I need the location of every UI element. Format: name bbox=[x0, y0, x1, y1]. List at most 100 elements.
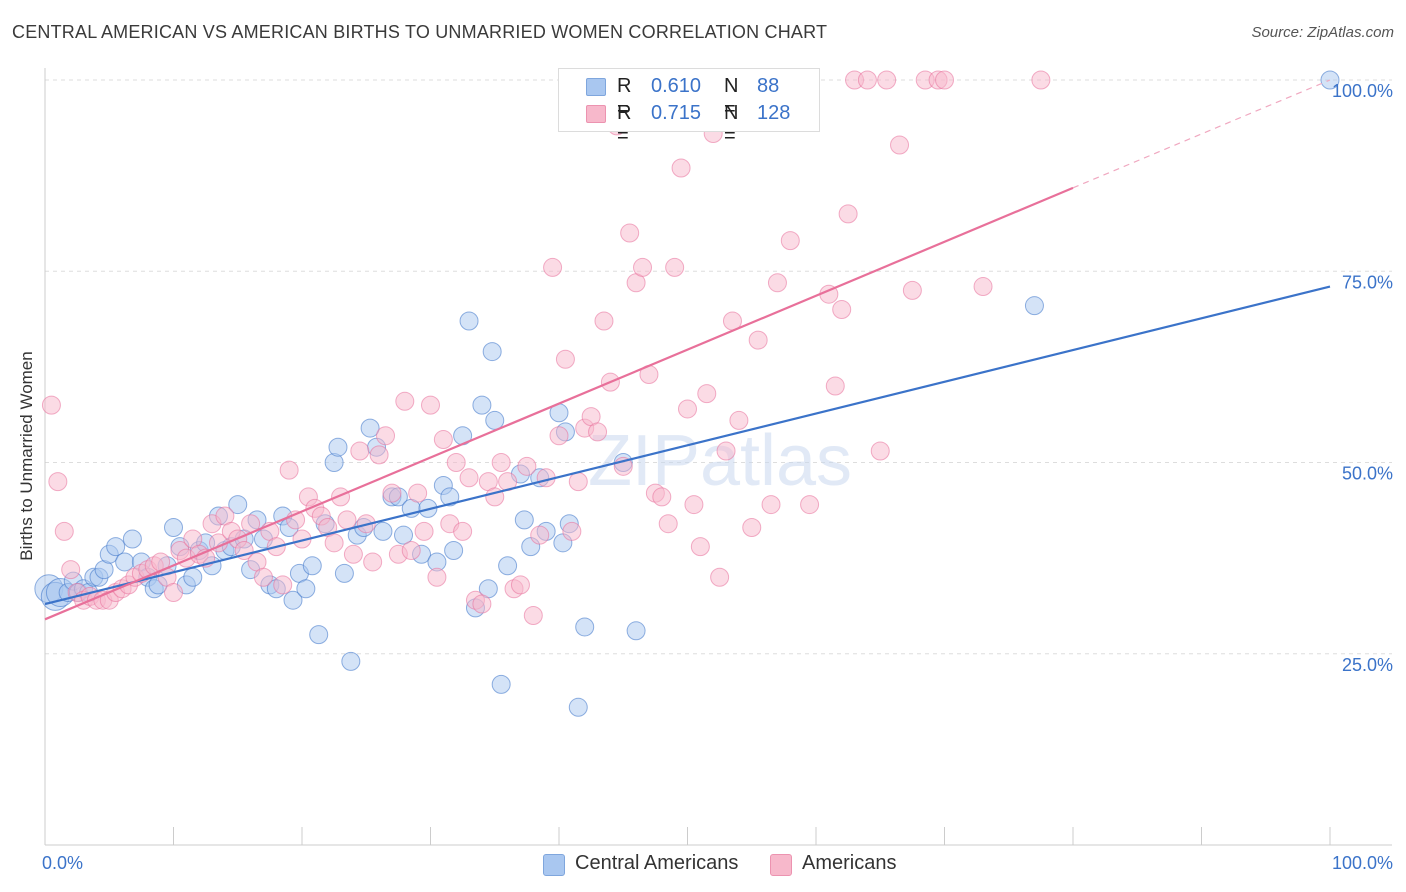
central-american-point bbox=[334, 563, 354, 583]
legend-swatch bbox=[770, 854, 792, 876]
american-point bbox=[690, 537, 710, 557]
central-american-point bbox=[296, 579, 316, 599]
r-value: 0.610 bbox=[651, 75, 702, 97]
american-point bbox=[523, 606, 543, 625]
american-point bbox=[427, 567, 447, 587]
central-american-point bbox=[444, 540, 464, 560]
n-value: 128 bbox=[757, 102, 791, 124]
american-point bbox=[164, 583, 183, 603]
american-point bbox=[343, 544, 363, 564]
r-value: 0.715 bbox=[651, 102, 702, 124]
legend-swatch bbox=[586, 105, 606, 123]
american-point bbox=[890, 135, 910, 155]
american-point bbox=[825, 376, 845, 396]
n-label: N = bbox=[724, 102, 739, 147]
central-american-point bbox=[575, 617, 595, 637]
american-point bbox=[568, 472, 588, 492]
central-american-point bbox=[341, 651, 361, 671]
american-point bbox=[61, 560, 81, 580]
data-points bbox=[34, 70, 1340, 717]
legend-label: Central Americans bbox=[575, 852, 739, 874]
trend-lines bbox=[44, 79, 1331, 621]
american-point bbox=[54, 521, 74, 541]
american-point bbox=[350, 441, 370, 461]
american-point bbox=[658, 514, 678, 534]
american-point bbox=[697, 384, 717, 404]
central-american-point bbox=[106, 537, 126, 557]
y-tick-label: 25.0% bbox=[1342, 655, 1393, 675]
american-point bbox=[446, 453, 466, 472]
american-point bbox=[652, 487, 672, 507]
american-point bbox=[870, 441, 890, 461]
american-point bbox=[408, 483, 428, 503]
central-american-point bbox=[164, 518, 183, 538]
american-point bbox=[684, 495, 704, 515]
american-point bbox=[324, 533, 344, 553]
american-point bbox=[382, 483, 402, 503]
american-point bbox=[832, 300, 852, 319]
american-point bbox=[973, 277, 993, 297]
central-american-point bbox=[302, 556, 322, 576]
american-point bbox=[414, 521, 434, 541]
central-american-point bbox=[626, 621, 646, 641]
series-legend: Central Americans Americans bbox=[0, 852, 1406, 878]
tick-labels: 25.0% 50.0% 75.0% 100.0% 0.0% 100.0% bbox=[42, 81, 1393, 873]
americans-trend-line bbox=[44, 186, 1074, 621]
american-point bbox=[838, 204, 858, 224]
american-point bbox=[633, 257, 653, 277]
american-point bbox=[710, 567, 730, 587]
x-tick-label: 100.0% bbox=[1332, 853, 1393, 873]
correlation-legend: R = 0.610 N = 88 R = 0.715 N = 128 bbox=[558, 68, 820, 147]
american-point bbox=[588, 422, 608, 442]
american-point bbox=[421, 395, 440, 415]
central-american-point bbox=[482, 342, 502, 362]
american-point bbox=[902, 280, 922, 300]
n-value: 88 bbox=[757, 75, 780, 97]
american-point bbox=[729, 410, 749, 430]
central-american-point bbox=[328, 437, 348, 457]
legend-swatch bbox=[586, 78, 606, 96]
american-point bbox=[562, 521, 582, 541]
american-point bbox=[337, 510, 357, 530]
central-american-point bbox=[1024, 296, 1044, 316]
american-point bbox=[530, 525, 550, 545]
american-point bbox=[1031, 70, 1051, 90]
american-point bbox=[543, 257, 563, 277]
american-point bbox=[748, 330, 768, 350]
american-point bbox=[935, 70, 954, 90]
central-american-point bbox=[498, 556, 518, 576]
central-american-point bbox=[183, 567, 203, 587]
gridlines bbox=[45, 79, 1392, 655]
y-axis-label: Births to Unmarried Women bbox=[17, 351, 36, 560]
central-american-point bbox=[491, 674, 511, 694]
y-tick-label: 75.0% bbox=[1342, 272, 1393, 292]
american-point bbox=[363, 552, 383, 572]
central-american-point bbox=[115, 552, 135, 572]
american-point bbox=[877, 70, 897, 90]
american-point bbox=[780, 231, 800, 251]
american-point bbox=[369, 445, 389, 465]
american-point bbox=[594, 311, 614, 331]
american-point bbox=[716, 441, 736, 461]
central-american-point bbox=[459, 311, 479, 331]
american-point bbox=[857, 70, 877, 90]
y-tick-label: 100.0% bbox=[1332, 81, 1393, 101]
american-point bbox=[41, 395, 61, 415]
central-american-point bbox=[472, 395, 492, 415]
central-american-point bbox=[122, 529, 142, 549]
american-point bbox=[665, 257, 685, 277]
american-point bbox=[761, 495, 781, 515]
american-point bbox=[453, 521, 473, 541]
central-american-point bbox=[514, 510, 534, 530]
central-american-point bbox=[568, 697, 588, 717]
americans-trend-extension bbox=[1072, 79, 1331, 189]
chart-title: CENTRAL AMERICAN VS AMERICAN BIRTHS TO U… bbox=[12, 22, 828, 42]
american-point bbox=[671, 158, 691, 178]
american-point bbox=[273, 575, 293, 595]
american-point bbox=[678, 399, 697, 419]
american-point bbox=[376, 426, 396, 446]
central-american-point bbox=[309, 625, 329, 645]
r-label: R = bbox=[617, 75, 632, 120]
american-point bbox=[517, 456, 537, 476]
